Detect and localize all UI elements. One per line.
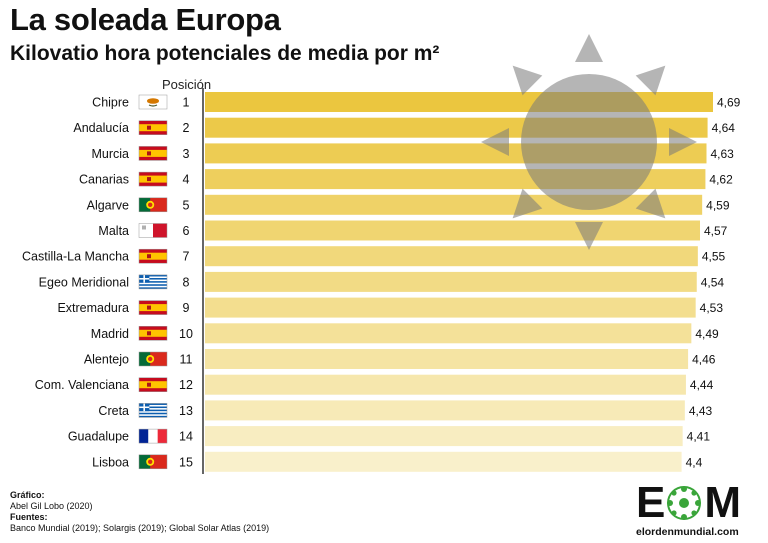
position-label: 14 xyxy=(179,430,193,444)
spain-flag-icon xyxy=(138,171,168,187)
france-flag-icon xyxy=(138,428,168,444)
position-label: 11 xyxy=(180,353,193,367)
position-label: 1 xyxy=(183,96,190,110)
portugal-flag-icon xyxy=(138,197,168,213)
credits-chart-author: Abel Gil Lobo (2020) xyxy=(10,501,93,511)
position-label: 2 xyxy=(183,121,190,135)
value-label: 4,59 xyxy=(706,198,730,212)
category-label: Lisboa xyxy=(92,455,129,469)
value-label: 4,63 xyxy=(711,147,735,161)
category-label: Andalucía xyxy=(73,121,129,135)
value-label: 4,46 xyxy=(692,353,716,367)
credits-sources: Banco Mundial (2019); Solargis (2019); G… xyxy=(10,523,270,533)
value-label: 4,62 xyxy=(709,173,733,187)
category-label: Creta xyxy=(98,404,129,418)
logo-letter-m: M xyxy=(704,478,741,527)
position-label: 13 xyxy=(179,404,193,418)
value-label: 4,49 xyxy=(695,327,719,341)
position-label: 12 xyxy=(179,378,193,392)
position-label: 4 xyxy=(183,173,190,187)
category-label: Algarve xyxy=(87,198,129,212)
bar-chart: 4,69 Chipre 1 4,64 Andalucía 2 4,63 Murcia 3 4,62… xyxy=(22,34,741,474)
position-label: 5 xyxy=(183,198,190,212)
credits: Gráfico: Abel Gil Lobo (2020) Fuentes: B… xyxy=(10,490,269,534)
bar xyxy=(205,349,689,369)
value-label: 4,44 xyxy=(690,378,714,392)
position-column-header: Posición xyxy=(162,77,212,92)
category-label: Murcia xyxy=(91,147,129,161)
position-label: 9 xyxy=(183,301,190,315)
value-label: 4,54 xyxy=(701,275,725,289)
credits-sources-label: Fuentes: xyxy=(10,512,48,522)
bar xyxy=(205,374,686,395)
chart-subtitle: Kilovatio hora potenciales de media por … xyxy=(10,42,440,65)
bar xyxy=(205,451,682,472)
value-label: 4,69 xyxy=(717,96,741,110)
chart-title: La soleada Europa xyxy=(10,2,281,37)
category-label: Extremadura xyxy=(57,301,129,315)
bar xyxy=(205,426,683,447)
position-label: 10 xyxy=(179,327,193,341)
spain-flag-icon xyxy=(138,146,168,161)
value-label: 4,64 xyxy=(712,121,736,135)
position-label: 8 xyxy=(183,275,190,289)
position-label: 7 xyxy=(183,250,190,264)
value-label: 4,57 xyxy=(704,224,728,238)
value-label: 4,55 xyxy=(702,250,726,264)
logo-letter-e: E xyxy=(636,478,665,527)
bar xyxy=(205,220,701,241)
value-label: 4,41 xyxy=(687,430,711,444)
spain-flag-icon xyxy=(138,248,168,264)
value-label: 4,43 xyxy=(689,404,713,418)
logo-url: elordenmundial.com xyxy=(636,526,739,538)
position-label: 6 xyxy=(183,224,190,238)
category-label: Alentejo xyxy=(84,353,129,367)
category-label: Castilla-La Mancha xyxy=(22,250,129,264)
position-label: 15 xyxy=(179,455,193,469)
category-label: Com. Valenciana xyxy=(35,378,129,392)
bar xyxy=(205,246,698,267)
bar xyxy=(205,297,696,318)
portugal-flag-icon xyxy=(138,351,168,367)
category-label: Canarias xyxy=(79,173,129,187)
spain-flag-icon xyxy=(138,326,168,341)
greece-flag-icon xyxy=(138,403,168,418)
bar xyxy=(205,271,697,292)
category-label: Egeo Meridional xyxy=(39,275,129,289)
category-label: Malta xyxy=(98,224,129,238)
bar xyxy=(205,400,685,421)
sun-icon xyxy=(481,34,697,250)
globe-dots-icon xyxy=(667,486,702,520)
position-label: 3 xyxy=(183,147,190,161)
category-label: Madrid xyxy=(91,327,129,341)
spain-flag-icon xyxy=(138,300,168,315)
value-label: 4,53 xyxy=(700,301,724,315)
bar xyxy=(205,323,692,344)
category-label: Chipre xyxy=(92,96,129,110)
spain-flag-icon xyxy=(138,377,168,392)
category-label: Guadalupe xyxy=(68,430,129,444)
credits-chart-label: Gráfico: xyxy=(10,490,45,500)
value-label: 4,4 xyxy=(686,455,703,469)
portugal-flag-icon xyxy=(138,454,168,470)
greece-flag-icon xyxy=(138,274,168,290)
spain-flag-icon xyxy=(138,120,168,135)
malta-flag-icon xyxy=(138,223,168,238)
eom-logo: E M elordenmundial.com xyxy=(636,481,762,541)
labels-group: 4,69 Chipre 1 4,64 Andalucía 2 4,63 Murcia 3 4,62… xyxy=(22,96,741,470)
cyprus-flag-icon xyxy=(138,94,168,110)
